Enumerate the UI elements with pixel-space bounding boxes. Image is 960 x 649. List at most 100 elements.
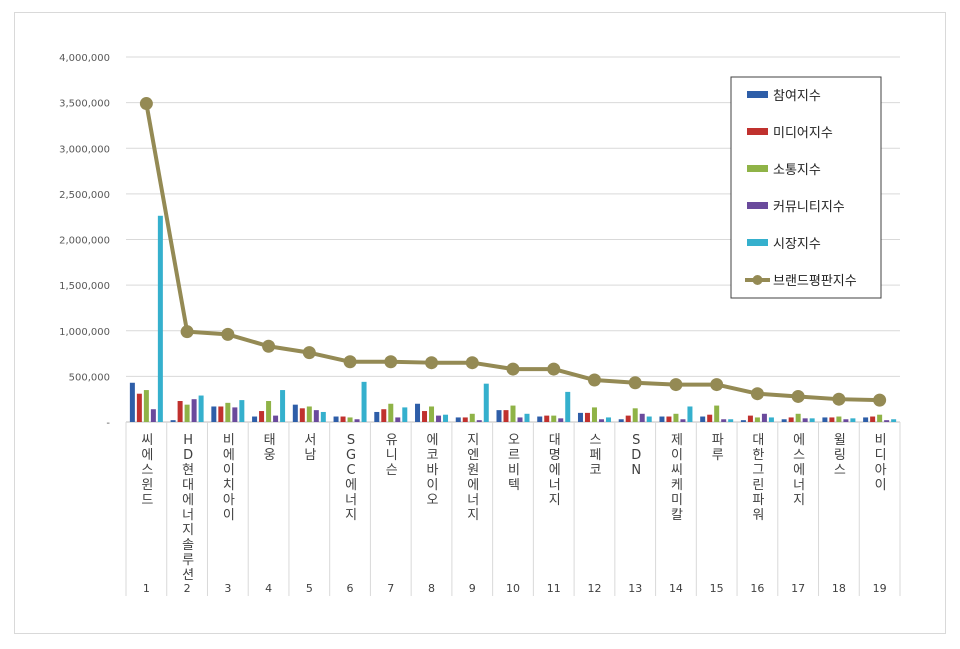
bar (795, 413, 801, 422)
legend-box (730, 76, 882, 299)
y-tick-label: - (106, 418, 110, 429)
rank-label: 17 (791, 582, 805, 595)
line-point (262, 339, 276, 353)
legend-label: 소통지수 (773, 163, 821, 178)
line-point (180, 325, 194, 339)
chart-frame (14, 12, 946, 634)
bar (429, 406, 435, 422)
bar (632, 408, 638, 422)
bar (483, 383, 489, 422)
bar (646, 416, 652, 422)
bar (496, 410, 502, 422)
line-point (587, 373, 601, 387)
rank-label: 2 (184, 582, 191, 595)
line-point (139, 97, 153, 111)
bar (544, 415, 550, 422)
bar (714, 405, 720, 422)
line-point (343, 355, 357, 369)
rank-label: 4 (265, 582, 272, 595)
bar (843, 419, 849, 422)
bar (625, 415, 631, 422)
bar (605, 417, 611, 422)
bar (517, 417, 523, 422)
bar (292, 404, 298, 422)
line-point (221, 327, 235, 341)
bar (577, 412, 583, 422)
bar (415, 403, 421, 422)
legend-swatch (747, 239, 768, 246)
bar (524, 413, 530, 422)
bar (136, 393, 142, 422)
bar (680, 419, 686, 422)
line-point (384, 355, 398, 369)
y-tick-label: 2,000,000 (59, 236, 110, 247)
bar (299, 408, 305, 422)
bar (829, 417, 835, 422)
bar (768, 417, 774, 422)
bar (388, 403, 394, 422)
rank-label: 7 (387, 582, 394, 595)
rank-label: 18 (832, 582, 846, 595)
rank-label: 15 (710, 582, 724, 595)
bar (211, 406, 217, 422)
bar (863, 417, 869, 422)
line-point (750, 387, 764, 401)
rank-label: 19 (873, 582, 887, 595)
bar (754, 417, 760, 422)
y-tick-label: 3,000,000 (59, 144, 110, 155)
bar (469, 413, 475, 422)
bar (618, 419, 624, 422)
bar (340, 416, 346, 422)
legend-swatch (747, 128, 768, 135)
line-point (832, 392, 846, 406)
rank-label: 16 (750, 582, 764, 595)
bar (443, 414, 449, 422)
bar (347, 417, 353, 422)
rank-label: 9 (469, 582, 476, 595)
bar (354, 419, 360, 422)
bar (218, 406, 224, 422)
bar (721, 419, 727, 422)
line-point (710, 378, 724, 392)
y-tick-label: 1,500,000 (59, 281, 110, 292)
bar (436, 415, 442, 422)
line-point (873, 393, 887, 407)
bar (333, 416, 339, 422)
bar (402, 407, 408, 422)
bar (198, 395, 204, 422)
bar (740, 420, 746, 422)
bar (225, 402, 231, 422)
line-point (425, 356, 439, 370)
y-axis: - 500,000 1,000,000 1,500,000 2,000,000 2,500… (59, 53, 110, 429)
bar (232, 407, 238, 422)
bar (809, 418, 815, 422)
bar (510, 405, 516, 422)
bar (836, 416, 842, 422)
bar (395, 417, 401, 422)
line-series (139, 97, 887, 407)
bar (537, 416, 543, 422)
bar (870, 416, 876, 422)
bar (361, 381, 367, 422)
y-tick-label: 3,500,000 (59, 99, 110, 110)
bar-series (129, 215, 897, 422)
line-point (506, 362, 520, 376)
bar (422, 411, 428, 422)
bar (150, 409, 156, 422)
legend-label: 브랜드평판지수 (773, 274, 857, 289)
bar (891, 419, 897, 422)
bar (129, 382, 135, 422)
y-tick-label: 4,000,000 (59, 53, 110, 64)
bar (462, 417, 468, 422)
